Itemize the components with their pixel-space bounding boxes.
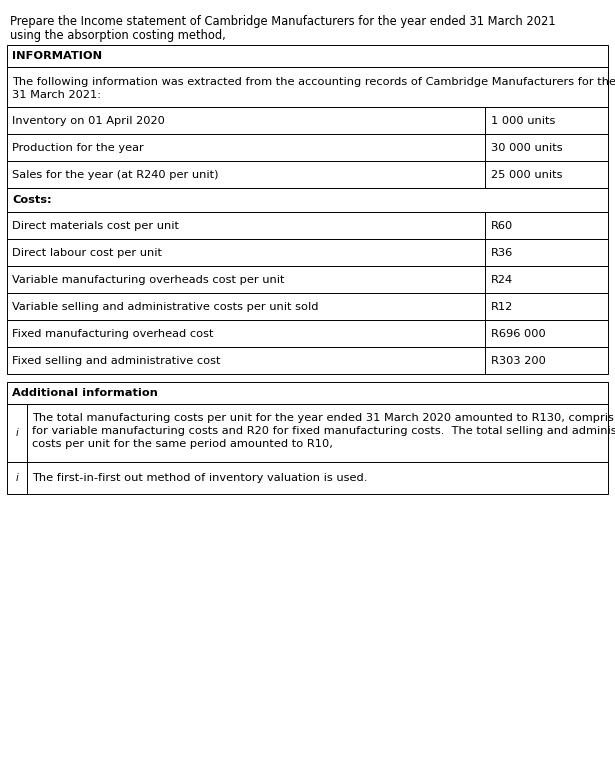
Bar (7, 462, 608, 494)
Text: using the absorption costing method,: using the absorption costing method, (10, 29, 226, 42)
Bar (7, 382, 608, 404)
Text: Additional information: Additional information (12, 388, 158, 398)
Bar (7, 266, 608, 293)
Bar (7, 107, 608, 134)
Bar (7, 347, 608, 374)
Text: 1 000 units: 1 000 units (491, 116, 555, 125)
Text: Production for the year: Production for the year (12, 142, 144, 152)
Text: The first-in-first out method of inventory valuation is used.: The first-in-first out method of invento… (32, 473, 367, 483)
Bar (7, 161, 608, 188)
Bar (7, 404, 608, 462)
Text: 31 March 2021:: 31 March 2021: (12, 90, 101, 100)
Text: Sales for the year (at R240 per unit): Sales for the year (at R240 per unit) (12, 170, 218, 180)
Text: Fixed manufacturing overhead cost: Fixed manufacturing overhead cost (12, 328, 213, 338)
Bar (7, 45, 608, 67)
Bar (7, 188, 608, 212)
Text: R36: R36 (491, 248, 513, 258)
Text: Prepare the Income statement of Cambridge Manufacturers for the year ended 31 Ma: Prepare the Income statement of Cambridg… (10, 15, 555, 28)
Bar (7, 320, 608, 347)
Text: Direct labour cost per unit: Direct labour cost per unit (12, 248, 162, 258)
Text: costs per unit for the same period amounted to R10,: costs per unit for the same period amoun… (32, 439, 333, 449)
Text: Variable manufacturing overheads cost per unit: Variable manufacturing overheads cost pe… (12, 275, 285, 285)
Text: Direct materials cost per unit: Direct materials cost per unit (12, 220, 179, 230)
Text: 25 000 units: 25 000 units (491, 170, 562, 180)
Bar (7, 239, 608, 266)
Text: INFORMATION: INFORMATION (12, 51, 102, 61)
Text: Inventory on 01 April 2020: Inventory on 01 April 2020 (12, 116, 165, 125)
Text: Fixed selling and administrative cost: Fixed selling and administrative cost (12, 356, 221, 366)
Text: R60: R60 (491, 220, 513, 230)
Text: R303 200: R303 200 (491, 356, 546, 366)
Bar (7, 212, 608, 239)
Text: i: i (15, 428, 18, 438)
Text: Variable selling and administrative costs per unit sold: Variable selling and administrative cost… (12, 301, 319, 311)
Text: Costs:: Costs: (12, 195, 52, 205)
Text: for variable manufacturing costs and R20 for fixed manufacturing costs.  The tot: for variable manufacturing costs and R20… (32, 426, 615, 436)
Text: The total manufacturing costs per unit for the year ended 31 March 2020 amounted: The total manufacturing costs per unit f… (32, 413, 615, 423)
Bar (7, 67, 608, 107)
Bar (7, 134, 608, 161)
Bar (7, 293, 608, 320)
Text: i: i (15, 473, 18, 483)
Text: R24: R24 (491, 275, 513, 285)
Text: R12: R12 (491, 301, 513, 311)
Text: R696 000: R696 000 (491, 328, 546, 338)
Text: 30 000 units: 30 000 units (491, 142, 563, 152)
Text: The following information was extracted from the accounting records of Cambridge: The following information was extracted … (12, 77, 615, 87)
